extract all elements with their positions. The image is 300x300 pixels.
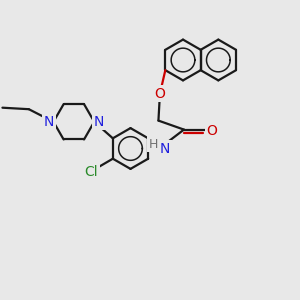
Text: N: N — [160, 142, 170, 156]
Text: O: O — [207, 124, 218, 138]
Text: O: O — [154, 87, 165, 100]
Text: N: N — [44, 115, 54, 129]
Text: Cl: Cl — [84, 165, 98, 179]
Text: H: H — [148, 137, 158, 151]
Text: N: N — [94, 115, 104, 129]
